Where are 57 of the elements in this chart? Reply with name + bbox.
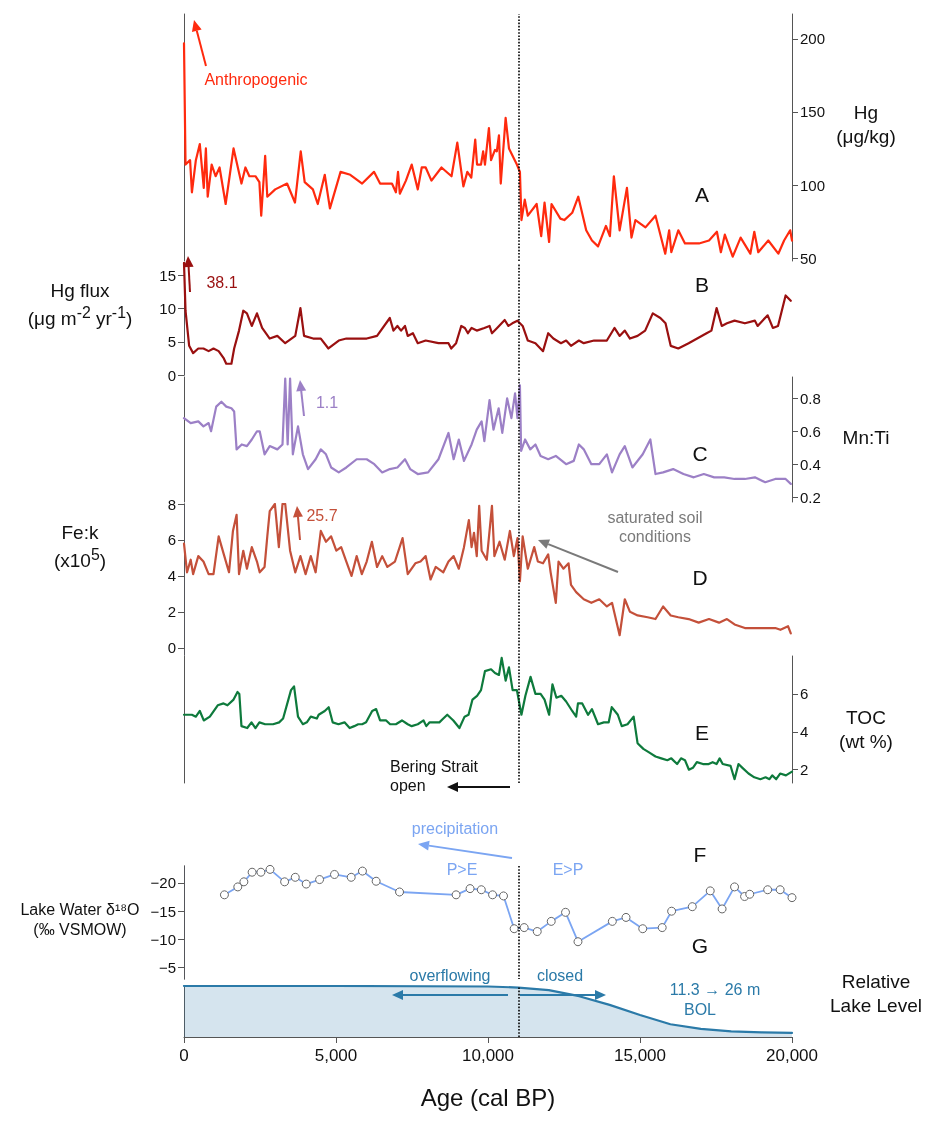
y2-tick-label: 200 (800, 30, 826, 48)
annotation: B (694, 272, 710, 298)
y2-tick-label: 50 (800, 249, 817, 267)
y-tick-label: 15 (159, 266, 176, 284)
y-tick-label: 0 (167, 639, 176, 657)
y2-tick-label: 6 (800, 685, 809, 703)
text: precipitation (411, 819, 499, 839)
y-tick-label: 0 (167, 366, 176, 383)
x-tick-label: 10,000 (462, 1046, 514, 1065)
annotation: 25.7 (306, 506, 338, 526)
annotation: overflowing (409, 966, 491, 986)
x-axis-title: Age (cal BP) (420, 1083, 556, 1111)
x-tick-label: 15,000 (614, 1046, 666, 1065)
y-tick-label: −20 (150, 874, 176, 892)
annotation: BOL (683, 1000, 717, 1020)
y-tick-label: 4 (167, 567, 176, 585)
annotation: G (691, 933, 709, 959)
y2-tick-label: 2 (800, 761, 809, 779)
y-tick-label: −15 (150, 902, 176, 920)
y-tick-label: 5 (167, 332, 176, 350)
y2-tick-label: 150 (800, 103, 826, 121)
y2-axis-title: Hg (μg/kg) (836, 102, 896, 147)
annotation: E>P (552, 860, 584, 880)
y-tick-label: −10 (150, 930, 176, 948)
y-tick-label: 6 (167, 531, 176, 549)
y2-tick-label: 4 (800, 723, 809, 741)
y2-axis-title: Mn:Ti (842, 427, 890, 449)
annotation: E (694, 720, 710, 746)
y-tick-label: −5 (158, 959, 176, 977)
y2-tick-label: 0.8 (800, 389, 821, 407)
y-axis-title: Fe:k (x10$^{5}$) (52, 521, 108, 573)
y-tick-label: 8 (167, 495, 176, 513)
y2-axis-title: TOC (wt %) (838, 706, 894, 754)
y-tick-label: 2 (167, 603, 176, 621)
annotation: 1.1 (315, 393, 339, 413)
x-tick-label: 0 (179, 1046, 189, 1065)
annotation: 38.1 (206, 273, 238, 293)
y2-axis-title: Relative Lake Level (829, 970, 923, 1018)
x-tick-label: 20,000 (766, 1046, 818, 1065)
annotation: C (692, 441, 708, 467)
text: F (693, 842, 707, 868)
annotation: saturated soil conditions (606, 507, 704, 547)
y-axis-title: Lake Water δ¹⁸O (‰ VSMOW) (20, 901, 140, 938)
y2-tick-label: 0.2 (800, 488, 821, 506)
annotation: A (694, 182, 710, 208)
x-tick-label: 5,000 (314, 1046, 358, 1065)
annotation: P>E (446, 860, 478, 880)
annotation: Anthropogenic (204, 70, 308, 90)
y2-tick-label: 100 (800, 176, 826, 194)
y2-tick-label: 0.6 (800, 422, 821, 440)
y-tick-label: 10 (159, 299, 176, 317)
y-axis-title: Hg flux (μg m$^{-2}$ yr$^{-1}$) (27, 280, 133, 330)
annotation: Bering Strait open (390, 756, 480, 796)
annotation: D (692, 565, 708, 591)
annotation: closed (536, 966, 584, 986)
y2-tick-label: 0.4 (800, 455, 821, 473)
annotation: 11.3 → 26 m (669, 980, 761, 1000)
